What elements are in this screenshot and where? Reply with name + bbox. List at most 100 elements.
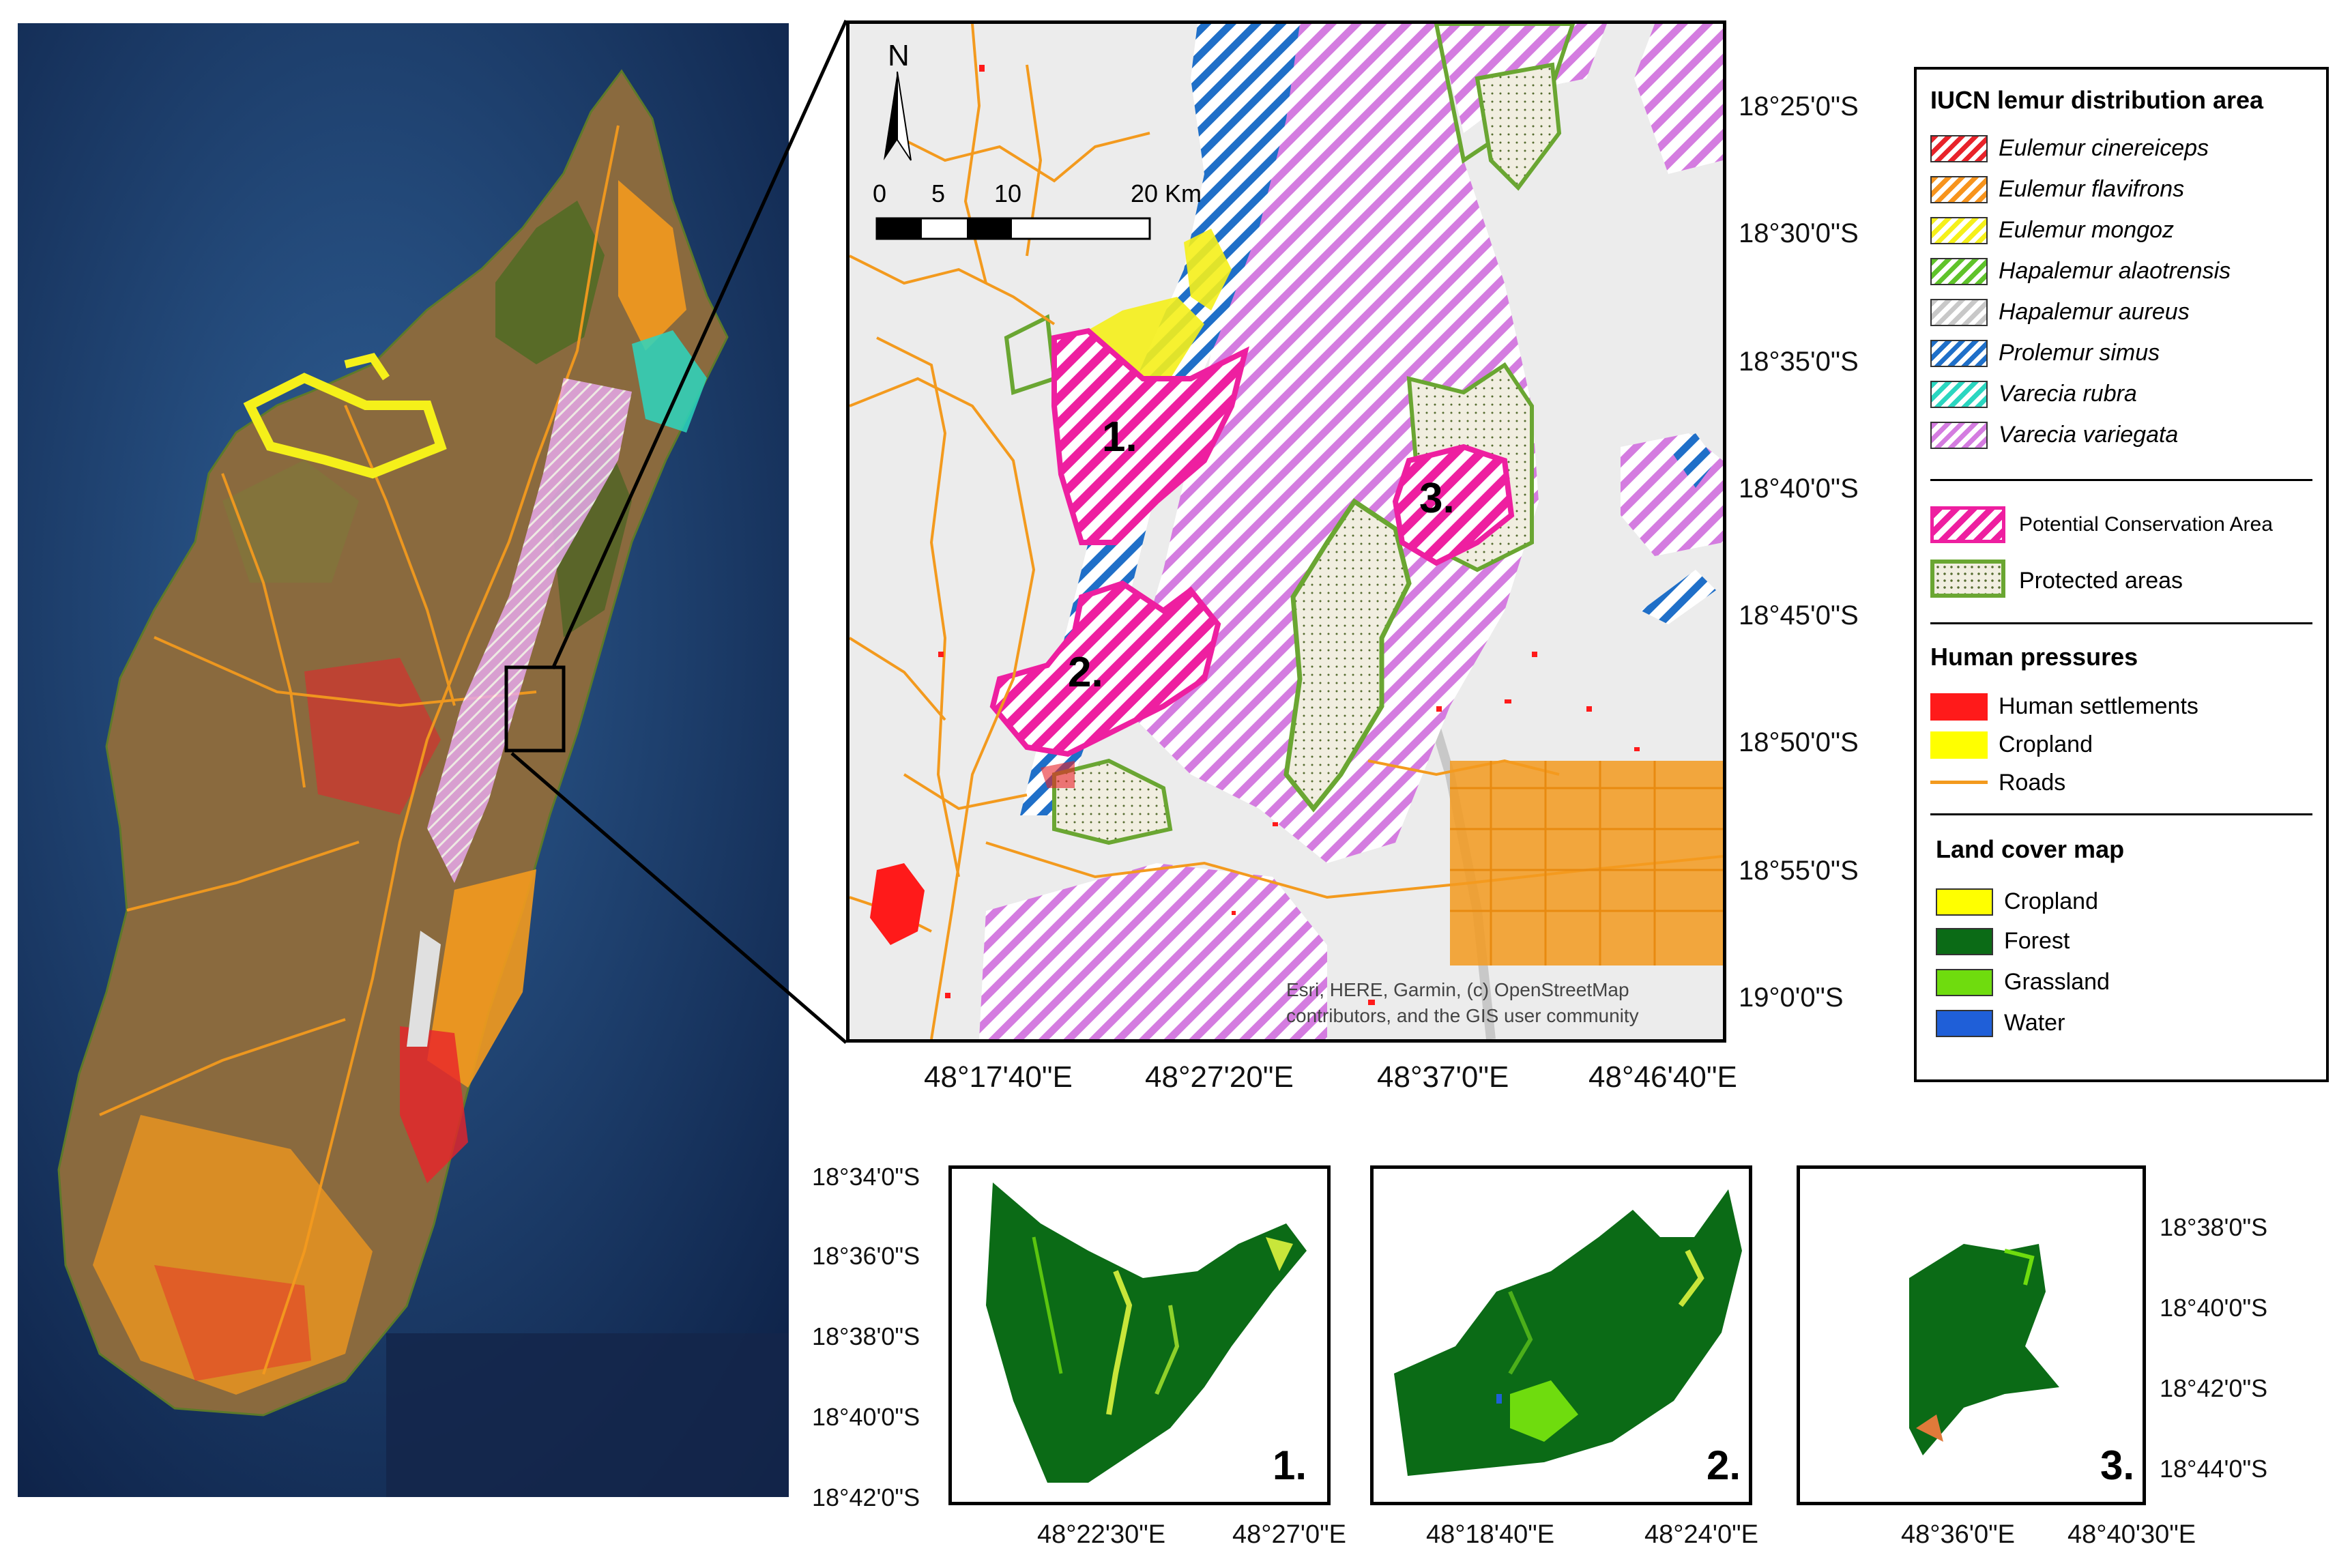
species-label: Varecia variegata — [1999, 422, 2179, 448]
lon-label: 48°46'40"E — [1588, 1060, 1737, 1094]
lat-label: 18°40'0"S — [1739, 474, 1859, 504]
north-label: N — [888, 39, 910, 72]
protected-label: Protected areas — [2019, 568, 2183, 594]
scale-tick-5: 5 — [931, 179, 946, 207]
landcover-swatch — [1936, 888, 1993, 916]
scale-tick-10: 10 — [994, 179, 1022, 207]
species-label: Varecia rubra — [1999, 381, 2137, 407]
inset-lat-label: 18°34'0"S — [812, 1163, 920, 1191]
landcover-label: Water — [2004, 1010, 2065, 1036]
grass-patch — [222, 460, 359, 583]
settlements-area — [400, 1026, 468, 1183]
inset-lon-label: 48°18'40"E — [1426, 1520, 1555, 1549]
potential-conservation-area-3 — [1392, 444, 1515, 566]
pressure-label: Cropland — [1999, 731, 2093, 757]
species-swatch — [1930, 340, 1988, 367]
varecia-variegata-range — [427, 378, 632, 883]
species-label: Hapalemur aureus — [1999, 299, 2190, 325]
lon-label: 48°27'20"E — [1145, 1060, 1294, 1094]
eulemur-mongoz-range — [243, 373, 447, 479]
inset-number-3: 3. — [2100, 1442, 2135, 1488]
inset-3-landcover — [1909, 1244, 2059, 1455]
human-settlement — [1041, 761, 1075, 788]
lat-label: 18°55'0"S — [1739, 856, 1859, 886]
species-swatch — [1930, 217, 1988, 244]
pca-label: Potential Conservation Area — [2019, 513, 2273, 536]
basemap-tile — [386, 1333, 789, 1497]
species-swatch — [1930, 381, 1988, 408]
legend-divider — [1930, 479, 2312, 481]
inset-lat-label: 18°36'0"S — [812, 1242, 920, 1270]
lon-label: 48°37'0"E — [1377, 1060, 1509, 1094]
pressure-label: Human settlements — [1999, 693, 2198, 719]
protected-area — [1052, 758, 1173, 845]
inset-panel-1: 1. — [948, 1165, 1331, 1505]
inset-lon-label: 48°40'30"E — [2067, 1520, 2196, 1549]
landcover-title: Land cover map — [1936, 835, 2125, 863]
legend-divider — [1930, 622, 2312, 624]
map-credit-line2: contributors, and the GIS user community — [1286, 1005, 1639, 1026]
species-label: Eulemur flavifrons — [1999, 176, 2185, 202]
roads-dense-area — [1450, 761, 1723, 966]
inset-lon-label: 48°27'0"E — [1232, 1520, 1346, 1549]
north-arrow — [884, 71, 912, 161]
species-label: Prolemur simus — [1999, 340, 2160, 366]
scale-tick-0: 0 — [873, 179, 887, 207]
species-swatch — [1930, 135, 1988, 162]
inset-lon-label: 48°22'30"E — [1037, 1520, 1166, 1549]
species-label: Eulemur mongoz — [1999, 217, 2175, 243]
pressure-swatch — [1930, 693, 1988, 721]
species-swatch — [1930, 176, 1988, 203]
legend-iucn-title: IUCN lemur distribution area — [1930, 86, 2264, 114]
legend: IUCN lemur distribution area Eulemur cin… — [1914, 67, 2329, 1082]
varecia-rubra-range — [632, 330, 707, 433]
species-swatch — [1930, 422, 1988, 449]
species-label: Eulemur cinereiceps — [1999, 135, 2209, 161]
inset-lon-label: 48°36'0"E — [1901, 1520, 2015, 1549]
prolemur-simus-area — [1668, 433, 1716, 488]
inset-lon-label: 48°24'0"E — [1644, 1520, 1758, 1549]
species-label: Hapalemur alaotrensis — [1999, 258, 2231, 284]
inset-1-landcover — [986, 1182, 1307, 1483]
pressure-swatch — [1930, 731, 1988, 759]
inset-number-2: 2. — [1707, 1442, 1741, 1488]
inset-lat-label: 18°44'0"S — [2160, 1455, 2268, 1483]
overview-map-graphic — [18, 23, 789, 1497]
varecia-variegata-area — [1634, 24, 1723, 174]
detail-map: N 0 5 10 20 Km 1. 2. 3. Esri, HERE, Garm… — [846, 20, 1726, 1043]
forest-patch — [495, 201, 605, 364]
lat-label: 18°30'0"S — [1739, 218, 1859, 248]
inset-panel-3: 3. — [1797, 1165, 2146, 1505]
landcover-label: Forest — [2004, 928, 2070, 954]
roads-dense-area — [93, 1115, 373, 1395]
prolemur-simus-area — [1641, 570, 1716, 624]
inset-panel-2: 2. — [1370, 1165, 1752, 1505]
roads-line-swatch — [1930, 781, 1988, 784]
varecia-variegata-area — [979, 863, 1327, 1039]
pca-swatch — [1930, 506, 2005, 543]
species-swatch — [1930, 258, 1988, 285]
human-settlement — [870, 863, 925, 945]
potential-conservation-area-1 — [1051, 328, 1249, 545]
legend-divider — [1930, 813, 2312, 815]
pressures-title: Human pressures — [1930, 643, 2138, 671]
species-swatch — [1930, 299, 1988, 326]
inset-lat-label: 18°38'0"S — [2160, 1213, 2268, 1241]
lat-label: 18°25'0"S — [1739, 91, 1859, 121]
protected-area — [1475, 62, 1562, 191]
inset-lat-label: 18°38'0"S — [812, 1322, 920, 1350]
human-settlements-scatter — [938, 65, 1640, 1005]
landcover-label: Grassland — [2004, 969, 2110, 995]
landcover-swatch — [1936, 969, 1993, 996]
inset-number-1: 1. — [1273, 1442, 1307, 1488]
roads-dense-grid — [1450, 761, 1723, 966]
scale-bar — [875, 217, 1151, 240]
landcover-label: Cropland — [2004, 888, 2098, 914]
madagascar-overview-map — [18, 23, 789, 1497]
lat-label: 18°45'0"S — [1739, 600, 1859, 630]
protected-area — [1283, 498, 1412, 813]
map-credit-line1: Esri, HERE, Garmin, (c) OpenStreetMap — [1286, 979, 1629, 1000]
inset-lat-label: 18°42'0"S — [2160, 1374, 2268, 1402]
detail-map-graphic — [850, 24, 1723, 1039]
roads-dense-area — [618, 180, 686, 351]
